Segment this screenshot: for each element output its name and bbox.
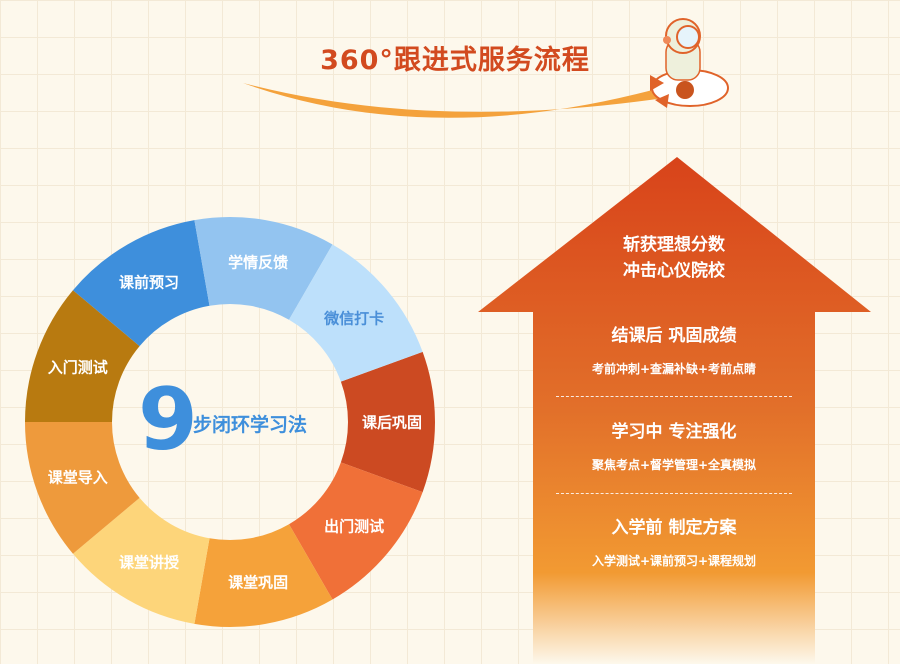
donut-segment: [72, 220, 210, 347]
stage-title: 结课后 巩固成绩: [611, 326, 737, 346]
donut-segment: [340, 351, 436, 493]
page-title: 360°跟进式服务流程: [320, 45, 590, 76]
donut-segment: [289, 462, 423, 600]
upward-arrow: [478, 157, 871, 664]
donut-segment: [25, 422, 140, 554]
stage-detail: 入学测试+课前预习+课程规划: [591, 554, 757, 568]
donut-segment: [194, 217, 333, 320]
donut-segment: [194, 524, 333, 627]
segment-label: 课堂讲授: [118, 553, 180, 572]
stage-title: 入学前 制定方案: [611, 518, 737, 538]
goal-line-2: 冲击心仪院校: [623, 261, 725, 281]
donut-segment: [25, 290, 140, 422]
segment-label: 课堂导入: [47, 468, 108, 487]
divider: [556, 493, 792, 494]
divider: [556, 396, 792, 397]
stage-title: 学习中 专注强化: [611, 422, 737, 442]
stage-detail: 考前冲刺+查漏补缺+考前点睛: [591, 362, 757, 376]
segment-label: 入门测试: [47, 358, 108, 377]
donut-segment: [289, 244, 423, 382]
swoosh-curve: [243, 83, 664, 118]
cycle-step-count: 9: [138, 370, 198, 470]
segment-label: 出门测试: [324, 517, 385, 536]
donut-segment: [72, 497, 210, 624]
astronaut-mascot-icon: [650, 18, 729, 108]
segment-label: 课堂巩固: [228, 573, 289, 592]
segment-label: 课前预习: [118, 273, 180, 292]
cycle-title: 步闭环学习法: [193, 414, 308, 436]
goal-line-1: 斩获理想分数: [623, 235, 725, 255]
segment-label: 课后巩固: [361, 413, 423, 432]
donut-chart: [25, 217, 436, 627]
segment-label: 学情反馈: [228, 253, 289, 272]
stage-detail: 聚焦考点+督学管理+全真模拟: [591, 458, 757, 472]
segment-label: 微信打卡: [324, 309, 385, 328]
